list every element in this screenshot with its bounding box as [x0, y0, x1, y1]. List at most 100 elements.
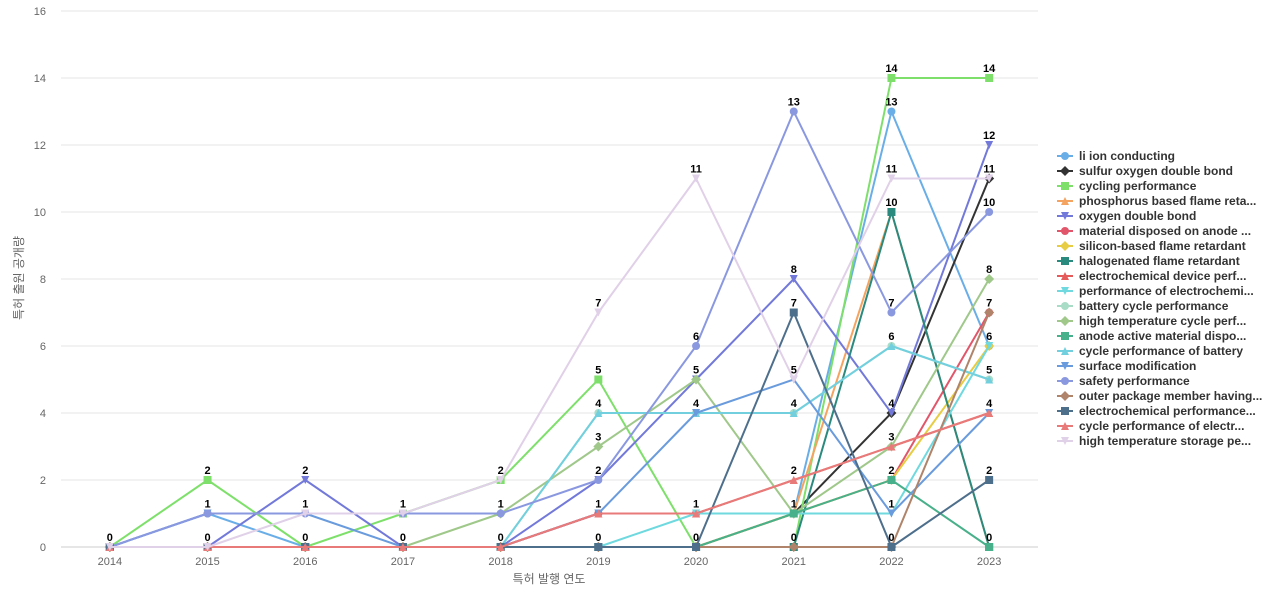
legend-item[interactable]: silicon-based flame retardant	[1056, 238, 1262, 253]
data-point[interactable]	[789, 275, 798, 283]
data-point[interactable]	[887, 342, 896, 350]
data-point[interactable]	[887, 509, 896, 518]
data-label: 1	[498, 499, 504, 511]
data-point[interactable]	[984, 307, 995, 318]
data-point[interactable]	[594, 308, 603, 317]
data-point[interactable]	[594, 409, 603, 417]
data-point[interactable]	[203, 509, 212, 518]
data-point[interactable]	[887, 409, 896, 417]
data-point[interactable]	[985, 375, 994, 384]
legend-item[interactable]: material disposed on anode ...	[1056, 223, 1262, 238]
data-point[interactable]	[789, 308, 798, 317]
data-point[interactable]	[496, 543, 505, 551]
legend-label: performance of electrochemi...	[1079, 283, 1254, 298]
data-point[interactable]	[594, 509, 603, 518]
data-point[interactable]	[398, 509, 407, 518]
data-point[interactable]	[496, 476, 505, 484]
data-point[interactable]	[398, 543, 407, 551]
legend-item[interactable]: cycling performance	[1056, 178, 1262, 193]
data-point[interactable]	[594, 476, 603, 484]
data-point[interactable]	[203, 476, 212, 484]
series-line[interactable]	[109, 412, 990, 548]
data-point[interactable]	[887, 74, 896, 82]
legend-item[interactable]: cycle performance of battery	[1056, 343, 1262, 358]
legend-item[interactable]: oxygen double bond	[1056, 208, 1262, 223]
legend-label: sulfur oxygen double bond	[1079, 163, 1233, 178]
series-line[interactable]	[109, 110, 990, 548]
data-label: 0	[986, 532, 992, 544]
data-point[interactable]	[985, 476, 994, 484]
legend-item[interactable]: phosphorus based flame reta...	[1056, 193, 1262, 208]
data-label: 0	[595, 532, 601, 544]
data-point[interactable]	[593, 441, 604, 452]
data-point[interactable]	[691, 374, 702, 385]
series-line[interactable]	[109, 77, 990, 548]
series-line[interactable]	[109, 345, 990, 548]
data-point[interactable]	[789, 409, 798, 417]
data-point[interactable]	[203, 543, 212, 551]
data-point[interactable]	[887, 476, 896, 484]
data-point[interactable]	[692, 509, 701, 518]
legend-label: electrochemical performance...	[1079, 403, 1256, 418]
data-point[interactable]	[984, 274, 995, 284]
legend-item[interactable]: safety performance	[1056, 373, 1262, 388]
data-point[interactable]	[887, 442, 896, 451]
data-point[interactable]	[985, 141, 994, 149]
legend-item[interactable]: high temperature cycle perf...	[1056, 313, 1262, 328]
legend-item[interactable]: sulfur oxygen double bond	[1056, 163, 1262, 178]
data-point[interactable]	[692, 543, 701, 551]
legend-item[interactable]: li ion conducting	[1056, 148, 1262, 163]
data-point[interactable]	[985, 409, 994, 417]
legend-item[interactable]: electrochemical device perf...	[1056, 268, 1262, 283]
legend-item[interactable]: halogenated flame retardant	[1056, 253, 1262, 268]
diamond-marker-icon	[1057, 165, 1073, 176]
data-point[interactable]	[301, 476, 310, 484]
legend-item[interactable]: battery cycle performance	[1056, 298, 1262, 313]
data-point[interactable]	[788, 542, 799, 552]
data-label: 1	[400, 499, 406, 511]
data-point[interactable]	[301, 509, 310, 518]
triangle-down-marker-icon	[1057, 436, 1073, 445]
data-point[interactable]	[985, 208, 994, 216]
data-point[interactable]	[692, 174, 701, 183]
data-label: 14	[983, 63, 996, 75]
data-point[interactable]	[887, 174, 896, 183]
data-point[interactable]	[985, 74, 994, 82]
legend-marker	[1060, 390, 1070, 401]
data-point[interactable]	[301, 543, 310, 551]
legend-item[interactable]: electrochemical performance...	[1056, 403, 1262, 418]
data-point[interactable]	[887, 308, 896, 317]
data-point[interactable]	[789, 107, 798, 116]
data-point[interactable]	[887, 208, 896, 216]
legend-label: phosphorus based flame reta...	[1079, 193, 1257, 208]
data-point[interactable]	[105, 543, 114, 551]
legend-item[interactable]: anode active material dispo...	[1056, 328, 1262, 343]
data-point[interactable]	[985, 174, 994, 183]
legend-item[interactable]: cycle performance of electr...	[1056, 418, 1262, 433]
series-line[interactable]	[109, 345, 990, 548]
series-line[interactable]	[109, 345, 991, 548]
data-point[interactable]	[496, 509, 505, 518]
legend-label: silicon-based flame retardant	[1079, 238, 1246, 253]
data-point[interactable]	[985, 342, 994, 350]
data-point[interactable]	[594, 543, 603, 551]
data-point[interactable]	[985, 543, 994, 551]
data-point[interactable]	[789, 476, 798, 484]
series-line[interactable]	[109, 177, 990, 548]
data-point[interactable]	[789, 375, 798, 384]
legend-item[interactable]: outer package member having...	[1056, 388, 1262, 403]
data-point[interactable]	[887, 107, 896, 116]
legend-item[interactable]: high temperature storage pe...	[1056, 433, 1262, 448]
legend-item[interactable]: performance of electrochemi...	[1056, 283, 1262, 298]
data-point[interactable]	[789, 509, 798, 518]
data-point[interactable]	[692, 409, 701, 417]
diamond-marker-icon	[1057, 315, 1073, 326]
data-label: 10	[983, 197, 995, 209]
series-19	[105, 174, 994, 551]
series-line[interactable]	[109, 345, 990, 548]
data-point[interactable]	[692, 342, 701, 350]
data-point[interactable]	[887, 543, 896, 551]
data-label: 2	[595, 465, 601, 477]
legend-item[interactable]: surface modification	[1056, 358, 1262, 373]
data-point[interactable]	[594, 375, 603, 384]
